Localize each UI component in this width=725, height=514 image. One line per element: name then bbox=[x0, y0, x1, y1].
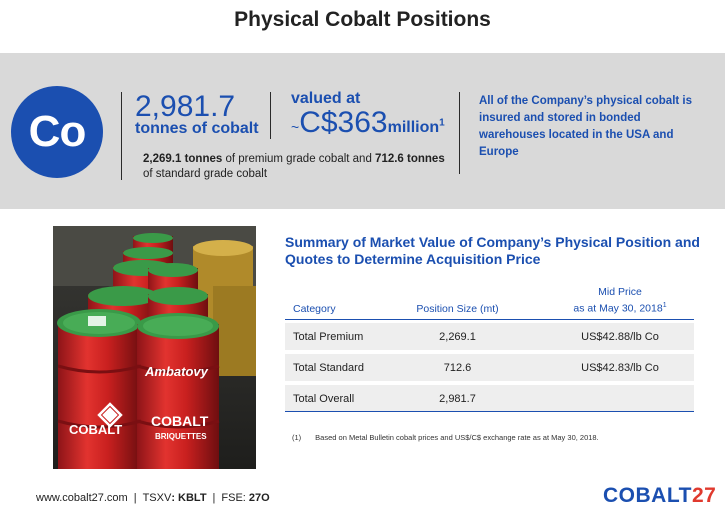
logo-number: 27 bbox=[691, 484, 717, 507]
row-position-size: 2,269.1 bbox=[439, 331, 476, 343]
grade-breakdown: 2,269.1 tonnes of premium grade cobalt a… bbox=[143, 152, 453, 182]
drum-label-text-left: COBALT bbox=[69, 422, 122, 437]
row-mid-price: US$42.88/lb Co bbox=[581, 331, 659, 343]
footer-info: www.cobalt27.com | TSXV: KBLT | FSE: 27O bbox=[36, 492, 270, 504]
logo-text: COBALT bbox=[603, 484, 692, 507]
standard-text: of standard grade cobalt bbox=[143, 168, 268, 180]
table-row: Total Standard 712.6 US$42.83/lb Co bbox=[285, 354, 694, 381]
valued-figure: C$363 bbox=[299, 106, 388, 139]
table-header: Category Position Size (mt) Mid Price as… bbox=[285, 286, 694, 317]
divider-3 bbox=[459, 92, 460, 174]
approx-sign: ~ bbox=[291, 119, 300, 135]
footer-tsxv-ticker: : KBLT bbox=[171, 492, 207, 504]
header-mid-price-line2: as at May 30, 2018 bbox=[573, 302, 663, 314]
premium-tonnes: 2,269.1 tonnes bbox=[143, 153, 223, 165]
footnote-text: Based on Metal Bulletin cobalt prices an… bbox=[315, 433, 599, 442]
drum-brand-text: Ambatovy bbox=[144, 364, 209, 379]
highlight-band bbox=[0, 53, 725, 209]
header-rule bbox=[285, 319, 694, 320]
insured-statement: All of the Company’s physical cobalt is … bbox=[479, 95, 693, 158]
valued-unit: million bbox=[387, 119, 440, 136]
premium-text: of premium grade cobalt and bbox=[222, 153, 376, 165]
header-mid-price: Mid Price as at May 30, 20181 bbox=[540, 286, 700, 316]
drum-sublabel-text: BRIQUETTES bbox=[155, 432, 207, 441]
header-position-size: Position Size (mt) bbox=[416, 303, 499, 315]
table-row: Total Premium 2,269.1 US$42.88/lb Co bbox=[285, 323, 694, 350]
footer-fse-ticker: 27O bbox=[248, 492, 270, 504]
drum-label-text: COBALT bbox=[151, 413, 209, 429]
table-footnote: (1) Based on Metal Bulletin cobalt prices… bbox=[292, 433, 599, 442]
valued-label: valued at bbox=[291, 90, 361, 107]
row-mid-price: US$42.83/lb Co bbox=[581, 362, 659, 374]
footer-tsxv-label: TSXV bbox=[142, 492, 172, 504]
footer-website[interactable]: www.cobalt27.com bbox=[36, 492, 128, 504]
cobalt-drums-photo: Ambatovy COBALT BRIQUETTES COBALT bbox=[53, 226, 256, 469]
footer-separator: | bbox=[133, 492, 137, 504]
divider-1 bbox=[121, 92, 122, 180]
footnote-number: (1) bbox=[292, 433, 302, 442]
row-category: Total Premium bbox=[293, 331, 364, 343]
summary-title: Summary of Market Value of Company’s Phy… bbox=[285, 234, 700, 267]
header-mid-price-ref: 1 bbox=[662, 301, 667, 309]
valued-footnote-ref: 1 bbox=[439, 117, 445, 129]
element-symbol: Co bbox=[28, 107, 87, 156]
row-position-size: 712.6 bbox=[443, 362, 472, 374]
table-row: Total Overall 2,981.7 bbox=[285, 385, 694, 412]
header-mid-price-line1: Mid Price bbox=[598, 285, 642, 298]
footer-fse-label: FSE: bbox=[221, 492, 249, 504]
drums-illustration: Ambatovy COBALT BRIQUETTES COBALT bbox=[53, 226, 256, 469]
header-category: Category bbox=[293, 303, 336, 315]
row-category: Total Standard bbox=[293, 362, 364, 374]
cobalt-element-badge: Co bbox=[11, 86, 103, 178]
row-position-size: 2,981.7 bbox=[439, 393, 476, 405]
tonnes-label: tonnes of cobalt bbox=[135, 120, 259, 137]
divider-2 bbox=[270, 92, 271, 139]
tonnes-value: 2,981.7 bbox=[135, 90, 236, 123]
cobalt27-logo: COBALT27 bbox=[603, 484, 716, 508]
valued-amount: ~C$363million1 bbox=[291, 106, 445, 140]
page-title: Physical Cobalt Positions bbox=[234, 8, 491, 31]
footer-separator: | bbox=[212, 492, 216, 504]
row-category: Total Overall bbox=[293, 393, 355, 405]
standard-tonnes: 712.6 tonnes bbox=[375, 153, 445, 165]
